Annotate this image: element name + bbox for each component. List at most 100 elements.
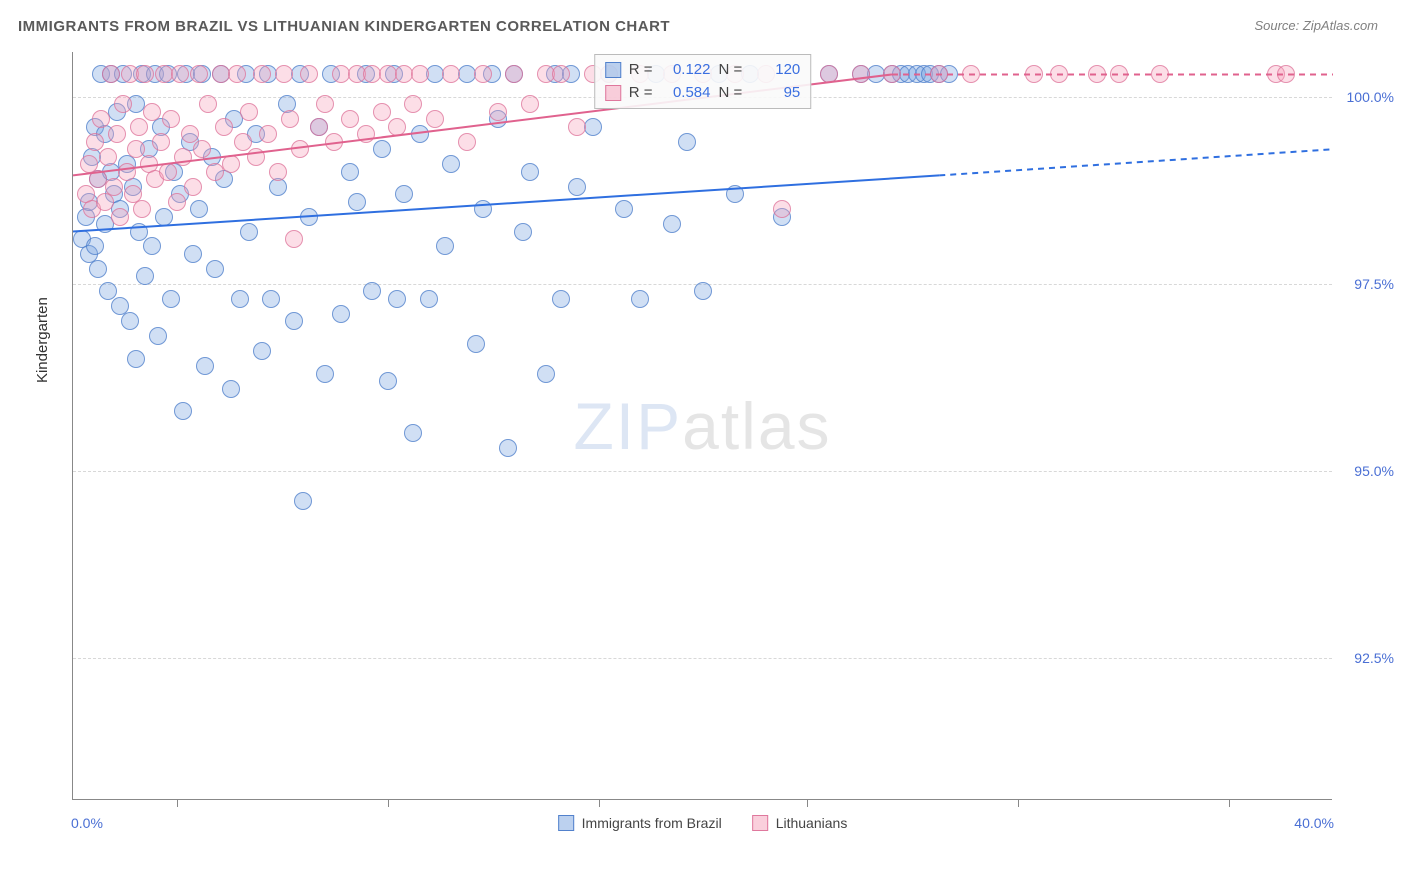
scatter-point	[820, 65, 838, 83]
scatter-point	[190, 65, 208, 83]
scatter-point	[215, 118, 233, 136]
scatter-point	[852, 65, 870, 83]
scatter-point	[373, 140, 391, 158]
bottom-legend: Immigrants from Brazil Lithuanians	[558, 815, 848, 831]
scatter-point	[568, 118, 586, 136]
scatter-point	[234, 133, 252, 151]
scatter-point	[291, 140, 309, 158]
scatter-point	[411, 65, 429, 83]
scatter-point	[152, 133, 170, 151]
scatter-point	[99, 282, 117, 300]
scatter-point	[285, 230, 303, 248]
gridline-h	[73, 471, 1332, 472]
scatter-point	[162, 110, 180, 128]
scatter-point	[127, 350, 145, 368]
y-tick-label: 95.0%	[1354, 463, 1394, 479]
x-axis-start-label: 0.0%	[71, 815, 103, 831]
x-tick	[1018, 799, 1019, 807]
scatter-point	[663, 215, 681, 233]
scatter-point	[136, 267, 154, 285]
scatter-point	[436, 237, 454, 255]
legend-label: Lithuanians	[776, 815, 848, 831]
scatter-point	[474, 200, 492, 218]
scatter-point	[388, 290, 406, 308]
legend-item: Lithuanians	[752, 815, 848, 831]
scatter-point	[253, 65, 271, 83]
stats-row: R =0.584N =95	[605, 82, 801, 105]
scatter-point	[442, 65, 460, 83]
scatter-point	[316, 95, 334, 113]
scatter-point	[615, 200, 633, 218]
scatter-point	[467, 335, 485, 353]
scatter-point	[930, 65, 948, 83]
scatter-point	[514, 223, 532, 241]
scatter-point	[773, 200, 791, 218]
scatter-point	[300, 208, 318, 226]
legend-label: Immigrants from Brazil	[582, 815, 722, 831]
scatter-point	[341, 163, 359, 181]
legend-swatch	[558, 815, 574, 831]
scatter-point	[1088, 65, 1106, 83]
scatter-point	[285, 312, 303, 330]
scatter-point	[228, 65, 246, 83]
y-tick-label: 97.5%	[1354, 276, 1394, 292]
legend-swatch	[605, 85, 621, 101]
scatter-point	[341, 110, 359, 128]
scatter-point	[883, 65, 901, 83]
scatter-point	[1277, 65, 1295, 83]
legend-item: Immigrants from Brazil	[558, 815, 722, 831]
scatter-point	[143, 237, 161, 255]
scatter-point	[694, 282, 712, 300]
scatter-point	[149, 327, 167, 345]
n-label: N =	[719, 82, 743, 105]
scatter-point	[240, 103, 258, 121]
scatter-point	[379, 372, 397, 390]
scatter-point	[962, 65, 980, 83]
scatter-point	[143, 103, 161, 121]
watermark-bold: ZIP	[573, 389, 682, 463]
scatter-point	[86, 133, 104, 151]
scatter-point	[253, 342, 271, 360]
scatter-point	[474, 65, 492, 83]
legend-swatch	[605, 62, 621, 78]
correlation-stats-box: R =0.122N =120R =0.584N =95	[594, 54, 812, 109]
scatter-point	[108, 125, 126, 143]
scatter-point	[411, 125, 429, 143]
scatter-point	[133, 200, 151, 218]
scatter-point	[631, 290, 649, 308]
scatter-point	[363, 282, 381, 300]
scatter-point	[568, 178, 586, 196]
x-tick	[1229, 799, 1230, 807]
x-axis-end-label: 40.0%	[1294, 815, 1334, 831]
scatter-point	[222, 380, 240, 398]
scatter-point	[404, 95, 422, 113]
scatter-point	[184, 245, 202, 263]
y-tick-label: 100.0%	[1347, 89, 1394, 105]
scatter-point	[181, 125, 199, 143]
scatter-point	[127, 140, 145, 158]
scatter-point	[155, 208, 173, 226]
scatter-point	[190, 200, 208, 218]
scatter-point	[99, 148, 117, 166]
legend-swatch	[752, 815, 768, 831]
scatter-point	[162, 290, 180, 308]
scatter-point	[294, 492, 312, 510]
scatter-point	[300, 65, 318, 83]
scatter-point	[269, 163, 287, 181]
r-value: 0.584	[661, 82, 711, 105]
gridline-h	[73, 658, 1332, 659]
scatter-point	[262, 290, 280, 308]
scatter-point	[231, 290, 249, 308]
scatter-point	[373, 103, 391, 121]
scatter-point	[678, 133, 696, 151]
scatter-point	[489, 103, 507, 121]
x-tick	[177, 799, 178, 807]
scatter-point	[130, 118, 148, 136]
scatter-point	[121, 312, 139, 330]
scatter-point	[357, 125, 375, 143]
scatter-point	[395, 185, 413, 203]
scatter-point	[521, 163, 539, 181]
watermark-thin: atlas	[682, 389, 831, 463]
scatter-point	[1025, 65, 1043, 83]
scatter-point	[537, 365, 555, 383]
